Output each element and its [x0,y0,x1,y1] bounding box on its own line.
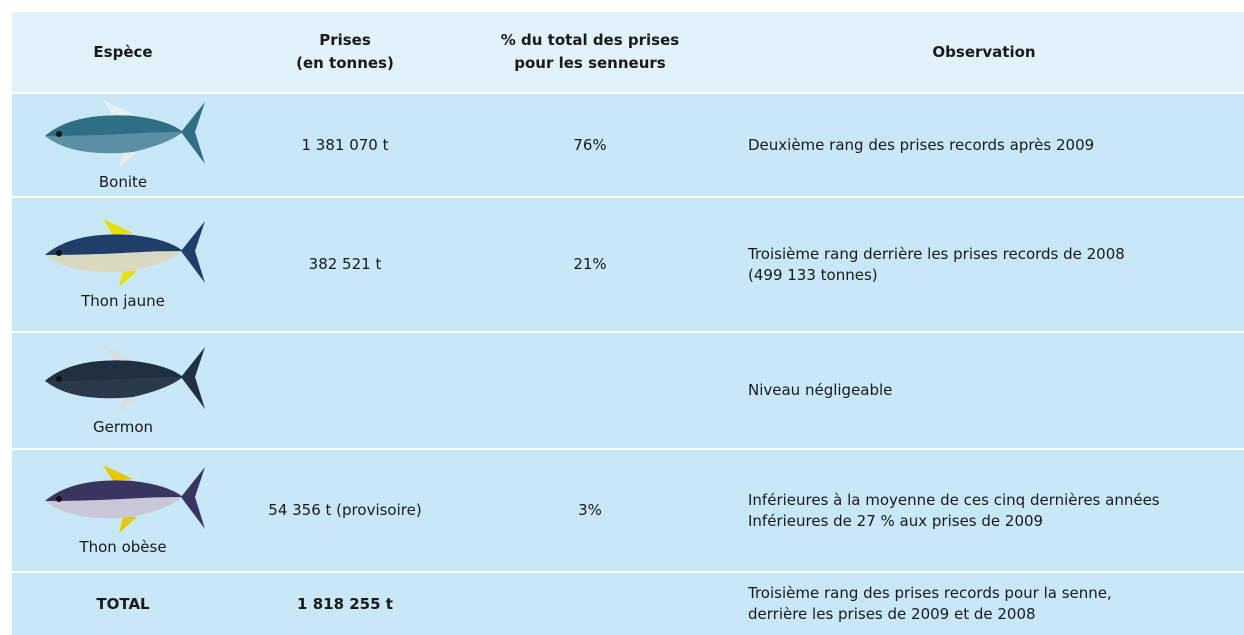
cell: Observation [724,12,1244,92]
cell: TOTAL [12,573,234,635]
fish-illustration [33,217,213,289]
species-name: Thon jaune [81,291,165,312]
cell: Espèce [12,12,234,92]
header-share: pour les senneurs [514,52,665,75]
observation: (499 133 tonnes) [748,265,878,286]
catch-value: 382 521 t [309,254,382,275]
share-value: 3% [578,500,602,521]
cell: Prises(en tonnes) [234,12,456,92]
total-catch: 1 818 255 t [297,594,393,615]
cell: 54 356 t (provisoire) [234,450,456,571]
cell: Troisième rang des prises records pour l… [748,573,1244,635]
table-row: Thon obèse 54 356 t (provisoire) 3% Inférie… [12,450,1244,571]
cell: 382 521 t [234,198,456,331]
total-label: TOTAL [96,594,149,615]
species-name: Bonite [99,172,147,193]
cell: Troisième rang derrière les prises recor… [748,198,1244,331]
cell: 76% [456,94,724,196]
cell: 1 818 255 t [234,573,456,635]
cell: 21% [456,198,724,331]
fish-illustration [33,463,213,535]
observation: Deuxième rang des prises records après 2… [748,135,1094,156]
observation: Niveau négligeable [748,380,892,401]
total-observation: Troisième rang des prises records pour l… [748,583,1112,604]
table-row: Thon jaune 382 521 t 21% Troisième rang der… [12,198,1244,331]
cell: Germon [12,333,234,448]
cell: Thon jaune [12,198,234,331]
header-observation: Observation [932,41,1035,64]
species-name: Germon [93,417,153,438]
fish-illustration [33,98,213,170]
total-observation: derrière les prises de 2009 et de 2008 [748,604,1036,625]
total-row: TOTAL 1 818 255 t Troisième rang des prise… [12,573,1244,635]
cell: 3% [456,450,724,571]
header-catch: (en tonnes) [296,52,394,75]
share-value: 21% [573,254,606,275]
share-value: 76% [573,135,606,156]
cell: Bonite [12,94,234,196]
observation: Troisième rang derrière les prises recor… [748,244,1125,265]
fish-illustration [33,343,213,415]
header-species: Espèce [93,41,152,64]
observation: Inférieures de 27 % aux prises de 2009 [748,511,1043,532]
observation: Inférieures à la moyenne de ces cinq der… [748,490,1160,511]
cell: Inférieures à la moyenne de ces cinq der… [748,450,1244,571]
cell: Thon obèse [12,450,234,571]
header-share: % du total des prises [501,29,679,52]
catch-value: 54 356 t (provisoire) [268,500,421,521]
species-name: Thon obèse [79,537,166,558]
table-row: Bonite 1 381 070 t 76% Deuxième rang des pr… [12,94,1244,196]
catch-value: 1 381 070 t [302,135,389,156]
cell: Deuxième rang des prises records après 2… [748,94,1244,196]
header-catch: Prises [319,29,371,52]
table-row: Germon Niveau négligeable [12,333,1244,448]
cell: 1 381 070 t [234,94,456,196]
cell: Niveau négligeable [748,333,1244,448]
page: EspècePrises(en tonnes)% du total des pr… [0,0,1244,635]
